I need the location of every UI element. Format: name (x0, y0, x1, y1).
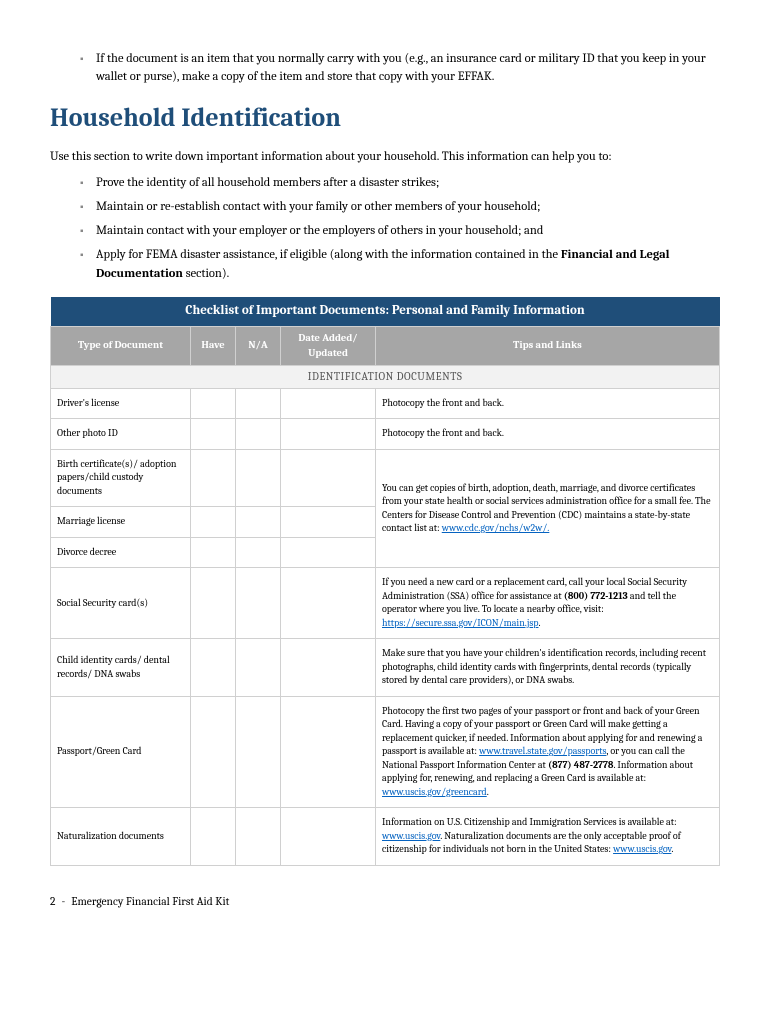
cell-na[interactable] (236, 696, 281, 808)
phone-number: (877) 487-2778 (548, 759, 613, 771)
cell-date[interactable] (281, 568, 376, 639)
table-row: Birth certificate(s)/ adoption papers/ch… (51, 449, 720, 507)
top-bullet-list: If the document is an item that you norm… (50, 50, 720, 86)
cell-na[interactable] (236, 537, 281, 568)
cell-have[interactable] (191, 507, 236, 538)
cell-tips: Information on U.S. Citizenship and Immi… (376, 808, 720, 866)
purpose-list: Prove the identity of all household memb… (50, 174, 720, 283)
cell-tips-merged: You can get copies of birth, adoption, d… (376, 449, 720, 568)
uscis-greencard-link[interactable]: www.uscis.gov/greencard (382, 786, 487, 798)
cell-tips: Make sure that you have your children's … (376, 639, 720, 697)
cell-na[interactable] (236, 808, 281, 866)
cdc-link[interactable]: www.cdc.gov/nchs/w2w/. (442, 522, 550, 534)
col-header-na: N/A (236, 326, 281, 365)
period: . (671, 843, 673, 855)
cell-type: Divorce decree (51, 537, 191, 568)
cell-date[interactable] (281, 388, 376, 419)
cell-type: Child identity cards/ dental records/ DN… (51, 639, 191, 697)
section-header-row: IDENTIFICATION DOCUMENTS (51, 365, 720, 388)
column-headers-row: Type of Document Have N/A Date Added/ Up… (51, 326, 720, 365)
cell-type: Marriage license (51, 507, 191, 538)
table-row: Naturalization documents Information on … (51, 808, 720, 866)
purpose-item-3: Maintain contact with your employer or t… (80, 222, 720, 240)
uscis-link-2[interactable]: www.uscis.gov (613, 843, 671, 855)
purpose-item-2: Maintain or re-establish contact with yo… (80, 198, 720, 216)
uscis-link[interactable]: www.uscis.gov (382, 830, 440, 842)
page-heading: Household Identification (50, 100, 720, 138)
cell-na[interactable] (236, 419, 281, 450)
cell-tips: If you need a new card or a replacement … (376, 568, 720, 639)
footer-page-number: 2 (50, 894, 55, 911)
col-header-tips: Tips and Links (376, 326, 720, 365)
intro-paragraph: Use this section to write down important… (50, 148, 720, 166)
phone-number: (800) 772-1213 (564, 590, 628, 602)
footer-separator: - (61, 894, 65, 911)
purpose-item-1: Prove the identity of all household memb… (80, 174, 720, 192)
cell-date[interactable] (281, 449, 376, 507)
cell-have[interactable] (191, 696, 236, 808)
period: . (539, 617, 541, 629)
cell-have[interactable] (191, 639, 236, 697)
section-header-label: IDENTIFICATION DOCUMENTS (51, 365, 720, 388)
table-title: Checklist of Important Documents: Person… (51, 297, 720, 326)
footer-title: Emergency Financial First Aid Kit (71, 894, 229, 911)
cell-date[interactable] (281, 639, 376, 697)
cell-tips: Photocopy the front and back. (376, 388, 720, 419)
cell-type: Naturalization documents (51, 808, 191, 866)
purpose-item-4: Apply for FEMA disaster assistance, if e… (80, 246, 720, 282)
purpose-4-post: section). (183, 267, 229, 281)
cell-na[interactable] (236, 388, 281, 419)
purpose-4-pre: Apply for FEMA disaster assistance, if e… (96, 248, 561, 262)
cell-have[interactable] (191, 568, 236, 639)
cell-type: Driver's license (51, 388, 191, 419)
cell-na[interactable] (236, 449, 281, 507)
period: . (487, 786, 489, 798)
cell-date[interactable] (281, 808, 376, 866)
ssa-link[interactable]: https://secure.ssa.gov/ICON/main.jsp (382, 617, 539, 629)
table-row: Social Security card(s) If you need a ne… (51, 568, 720, 639)
top-bullet-item: If the document is an item that you norm… (80, 50, 720, 86)
cell-have[interactable] (191, 449, 236, 507)
cell-have[interactable] (191, 537, 236, 568)
table-row: Passport/Green Card Photocopy the first … (51, 696, 720, 808)
col-header-type: Type of Document (51, 326, 191, 365)
cell-have[interactable] (191, 419, 236, 450)
cell-have[interactable] (191, 808, 236, 866)
cell-tips: Photocopy the front and back. (376, 419, 720, 450)
documents-table: Checklist of Important Documents: Person… (50, 297, 720, 866)
cell-na[interactable] (236, 568, 281, 639)
cell-na[interactable] (236, 507, 281, 538)
col-header-have: Have (191, 326, 236, 365)
page-footer: 2 - Emergency Financial First Aid Kit (50, 894, 720, 911)
table-row: Driver's license Photocopy the front and… (51, 388, 720, 419)
cell-date[interactable] (281, 419, 376, 450)
tips-text: Information on U.S. Citizenship and Immi… (382, 816, 677, 828)
cell-date[interactable] (281, 537, 376, 568)
cell-date[interactable] (281, 507, 376, 538)
cell-date[interactable] (281, 696, 376, 808)
cell-type: Passport/Green Card (51, 696, 191, 808)
cell-have[interactable] (191, 388, 236, 419)
table-row: Child identity cards/ dental records/ DN… (51, 639, 720, 697)
cell-type: Birth certificate(s)/ adoption papers/ch… (51, 449, 191, 507)
cell-tips: Photocopy the first two pages of your pa… (376, 696, 720, 808)
cell-type: Social Security card(s) (51, 568, 191, 639)
col-header-date: Date Added/ Updated (281, 326, 376, 365)
passport-link[interactable]: www.travel.state.gov/passports (479, 745, 606, 757)
cell-na[interactable] (236, 639, 281, 697)
cell-type: Other photo ID (51, 419, 191, 450)
table-row: Other photo ID Photocopy the front and b… (51, 419, 720, 450)
